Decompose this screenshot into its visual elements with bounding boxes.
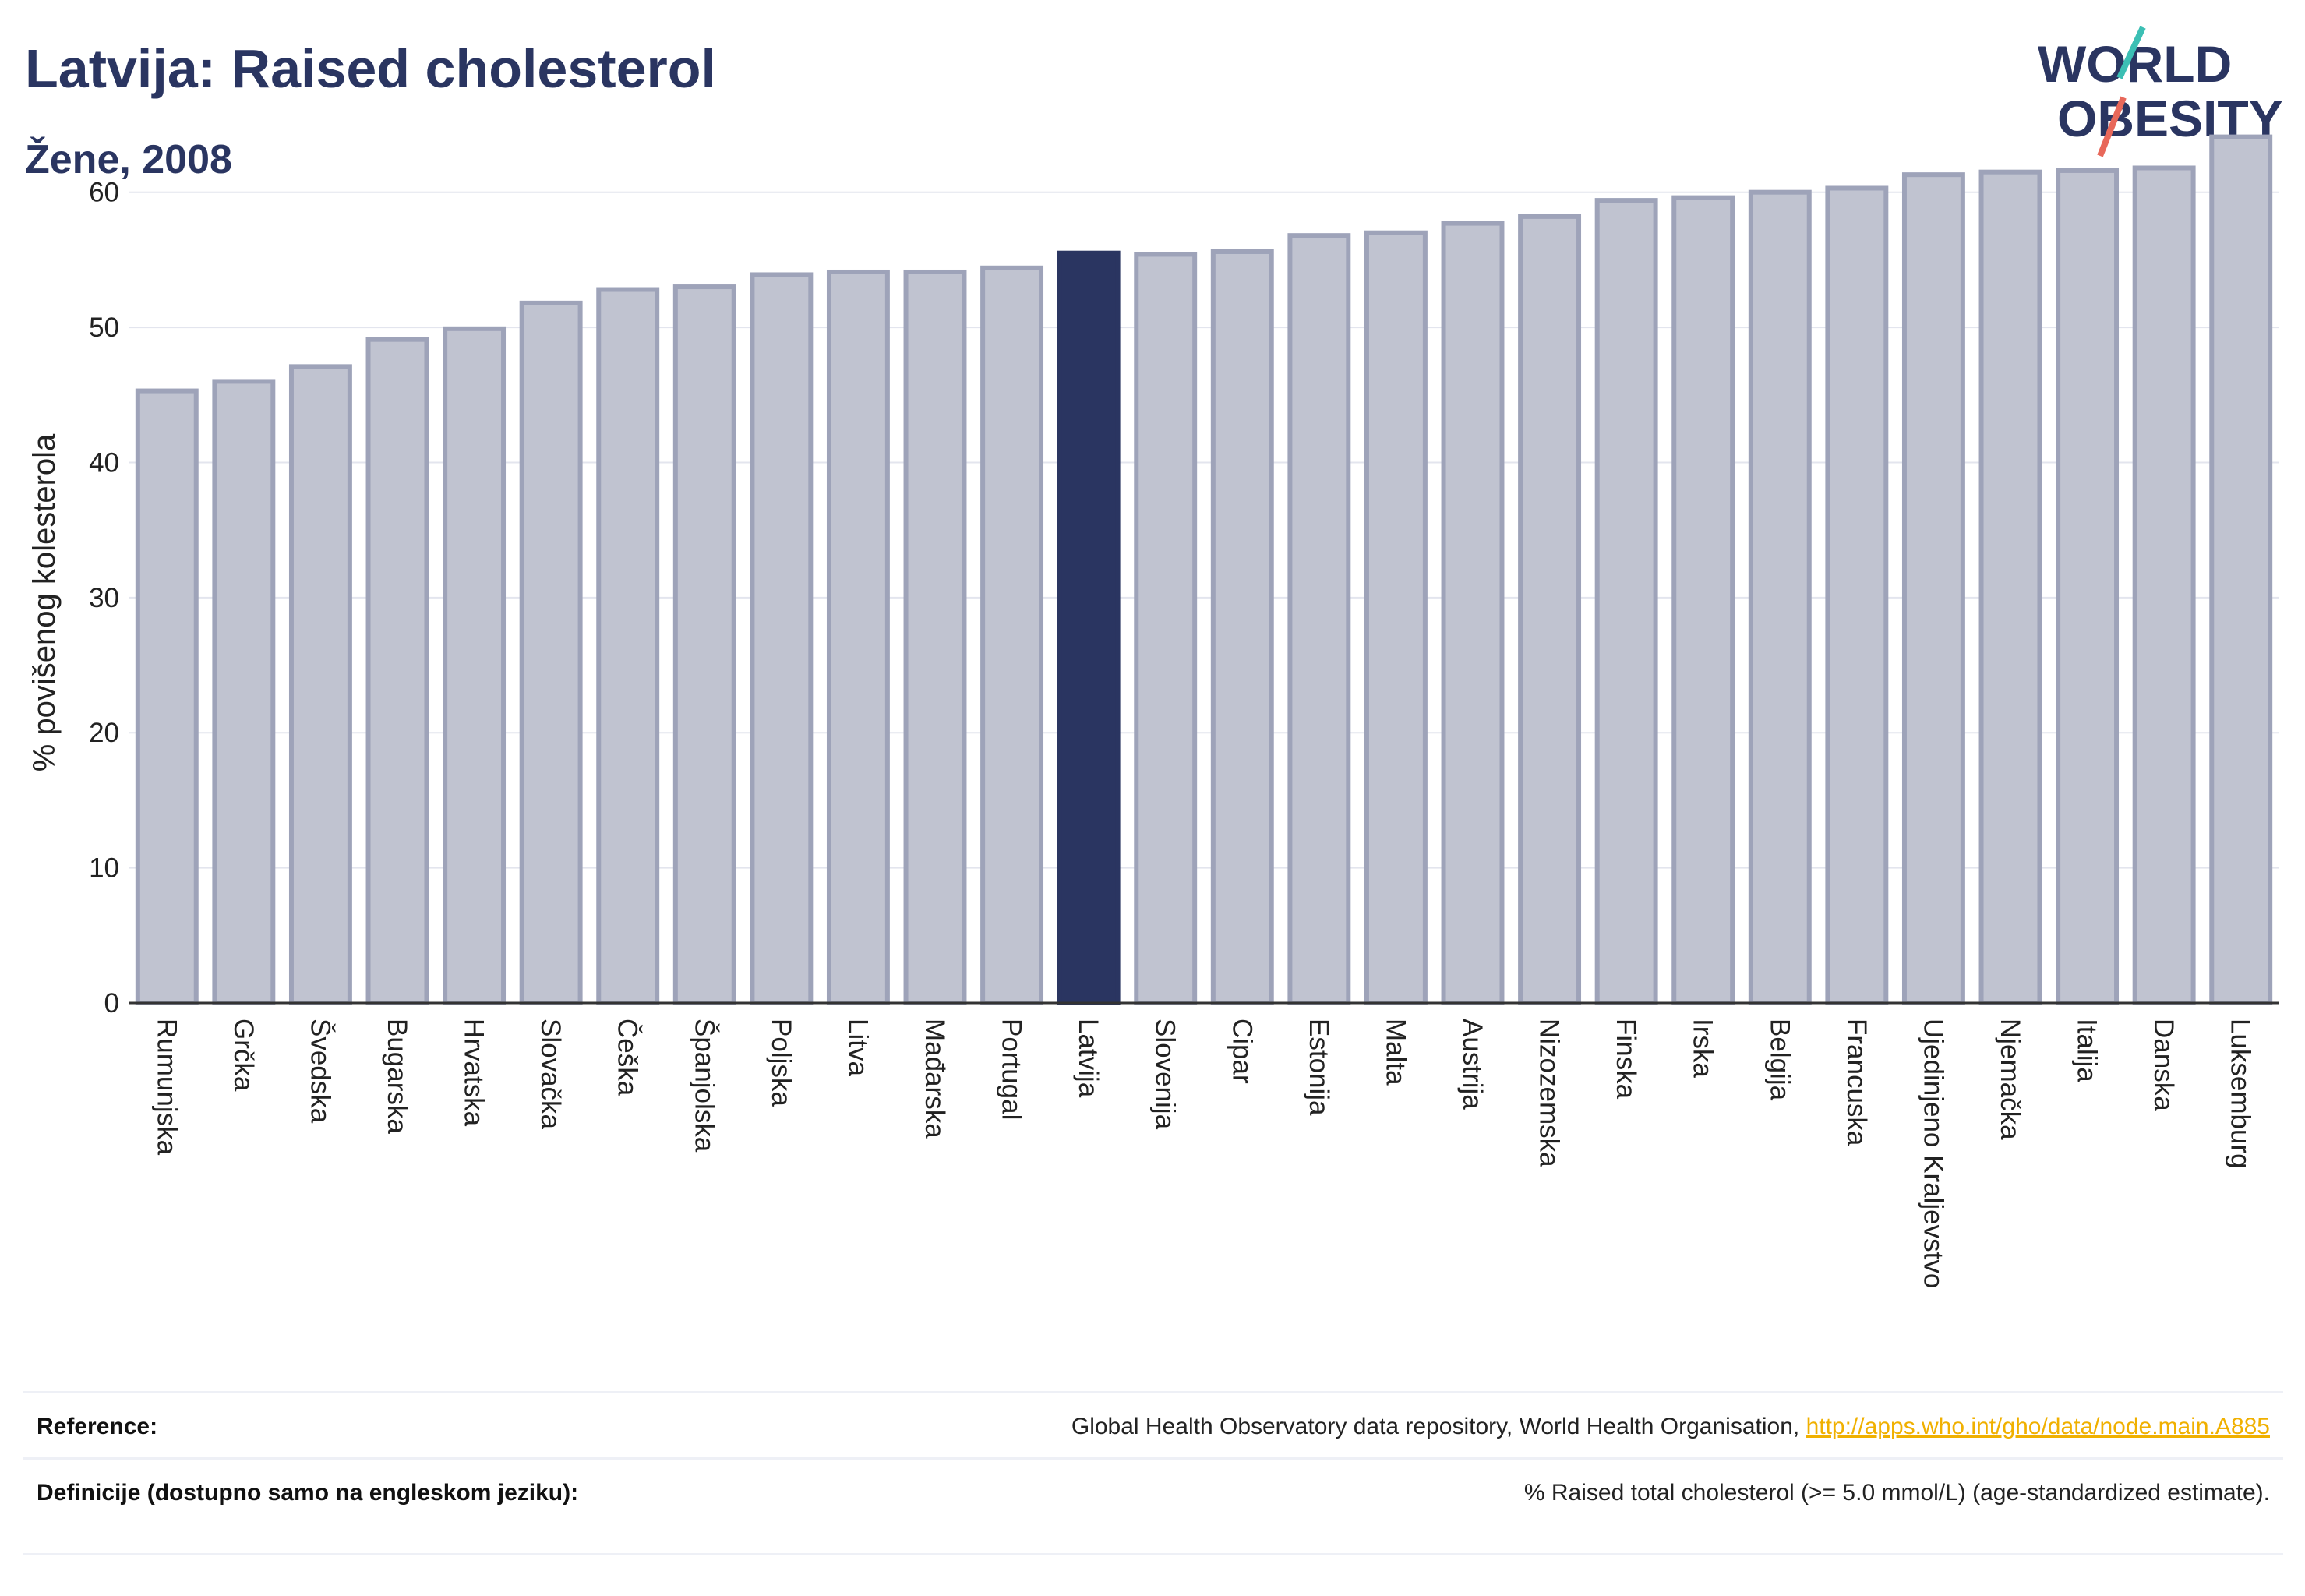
y-tick-label: 40 bbox=[89, 447, 119, 478]
bar-estonija bbox=[1287, 233, 1351, 1005]
x-tick-label: Belgija bbox=[1764, 1019, 1795, 1101]
definition-row: Definicije (dostupno samo na engleskom j… bbox=[23, 1457, 2283, 1555]
bar-finska bbox=[1594, 198, 1658, 1006]
logo-slash-teal bbox=[2116, 26, 2146, 79]
y-tick-label: 30 bbox=[89, 583, 119, 613]
bar-chart: 0 10 20 30 40 50 60 Rumunjska Grčka Švedska Bugar… bbox=[27, 134, 2279, 1288]
definition-value: % Raised total cholesterol (>= 5.0 mmol/… bbox=[1523, 1480, 2270, 1506]
x-tick-label: Italija bbox=[2072, 1019, 2102, 1082]
bar-luksemburg bbox=[2209, 134, 2273, 1005]
x-tick-label: Češka bbox=[612, 1019, 643, 1096]
bar-malta bbox=[1364, 230, 1428, 1005]
x-tick-label: Austrija bbox=[1457, 1019, 1488, 1110]
reference-text: Global Health Observatory data repositor… bbox=[1071, 1414, 1800, 1439]
bar-portugal bbox=[980, 265, 1044, 1005]
x-tick-label: Grčka bbox=[228, 1019, 259, 1092]
y-axis-label: % povišenog kolesterola bbox=[27, 433, 62, 772]
logo-slash-coral bbox=[2097, 96, 2127, 157]
reference-label: Reference: bbox=[37, 1414, 158, 1439]
y-tick-label: 10 bbox=[89, 853, 119, 884]
x-axis-labels: Rumunjska Grčka Švedska Bugarska Hrvatska Slo… bbox=[151, 1019, 2255, 1288]
x-tick-label: Ujedinjeno Kraljevstvo bbox=[1918, 1019, 1948, 1288]
reference-row: Reference: Global Health Observatory dat… bbox=[23, 1391, 2283, 1460]
x-tick-label: Danska bbox=[2148, 1019, 2179, 1111]
bar-cipar bbox=[1210, 249, 1274, 1005]
x-tick-label: Irska bbox=[1688, 1019, 1718, 1078]
bar-danska bbox=[2132, 165, 2196, 1006]
y-axis-ticks: 0 10 20 30 40 50 60 bbox=[89, 178, 119, 1019]
x-tick-label: Latvija bbox=[1073, 1019, 1103, 1098]
reference-link[interactable]: http://apps.who.int/gho/data/node.main.A… bbox=[1806, 1414, 2270, 1439]
bar-litva bbox=[826, 269, 890, 1005]
bar-italija bbox=[2056, 168, 2120, 1005]
bar-irska bbox=[1671, 195, 1735, 1005]
bar-ujedinjeno-kraljevstvo bbox=[1901, 172, 1965, 1005]
bar-grčka bbox=[212, 379, 276, 1005]
x-tick-label: Slovačka bbox=[535, 1019, 566, 1130]
x-tick-label: Luksemburg bbox=[2226, 1019, 2256, 1169]
x-tick-label: Malta bbox=[1380, 1019, 1410, 1086]
x-tick-label: Švedska bbox=[305, 1019, 335, 1124]
x-tick-label: Njemačka bbox=[1995, 1019, 2025, 1140]
bar-rumunjska bbox=[135, 388, 199, 1005]
bar-njemačka bbox=[1978, 169, 2042, 1006]
bar-slovačka bbox=[519, 300, 583, 1006]
y-tick-label: 0 bbox=[104, 988, 119, 1019]
x-tick-label: Portugal bbox=[997, 1019, 1027, 1120]
x-tick-label: Litva bbox=[842, 1019, 873, 1076]
x-tick-label: Mađarska bbox=[920, 1019, 950, 1139]
x-tick-label: Španjolska bbox=[689, 1019, 719, 1153]
x-tick-label: Hrvatska bbox=[459, 1019, 489, 1127]
chart-subtitle: Žene, 2008 bbox=[25, 137, 232, 182]
x-tick-label: Francuska bbox=[1841, 1019, 1872, 1146]
bar-belgija bbox=[1748, 189, 1812, 1006]
bar-poljska bbox=[750, 272, 814, 1005]
x-tick-label: Slovenija bbox=[1150, 1019, 1181, 1130]
bars bbox=[135, 134, 2273, 1006]
bar-latvija bbox=[1057, 250, 1121, 1005]
x-tick-label: Nizozemska bbox=[1534, 1019, 1565, 1167]
x-tick-label: Finska bbox=[1611, 1019, 1641, 1100]
y-tick-label: 60 bbox=[89, 178, 119, 208]
definition-label: Definicije (dostupno samo na engleskom j… bbox=[37, 1480, 579, 1506]
bar-španjolska bbox=[672, 284, 736, 1005]
bar-austrija bbox=[1441, 221, 1505, 1006]
y-tick-label: 20 bbox=[89, 718, 119, 748]
bar-nizozemska bbox=[1518, 214, 1582, 1005]
x-tick-label: Rumunjska bbox=[151, 1019, 182, 1156]
x-tick-label: Bugarska bbox=[382, 1019, 412, 1134]
x-tick-label: Estonija bbox=[1304, 1019, 1334, 1116]
y-tick-label: 50 bbox=[89, 312, 119, 343]
chart-title: Latvija: Raised cholesterol bbox=[25, 38, 716, 99]
bar-slovenija bbox=[1134, 252, 1198, 1005]
bar-mađarska bbox=[903, 269, 967, 1005]
reference-value: Global Health Observatory data repositor… bbox=[1071, 1411, 2270, 1443]
bar-bugarska bbox=[365, 337, 429, 1006]
bar-francuska bbox=[1825, 185, 1889, 1006]
bar-hrvatska bbox=[443, 326, 507, 1005]
x-tick-label: Cipar bbox=[1227, 1019, 1257, 1084]
x-tick-label: Poljska bbox=[766, 1019, 796, 1107]
bar-češka bbox=[596, 287, 660, 1005]
bar-švedska bbox=[288, 364, 352, 1005]
